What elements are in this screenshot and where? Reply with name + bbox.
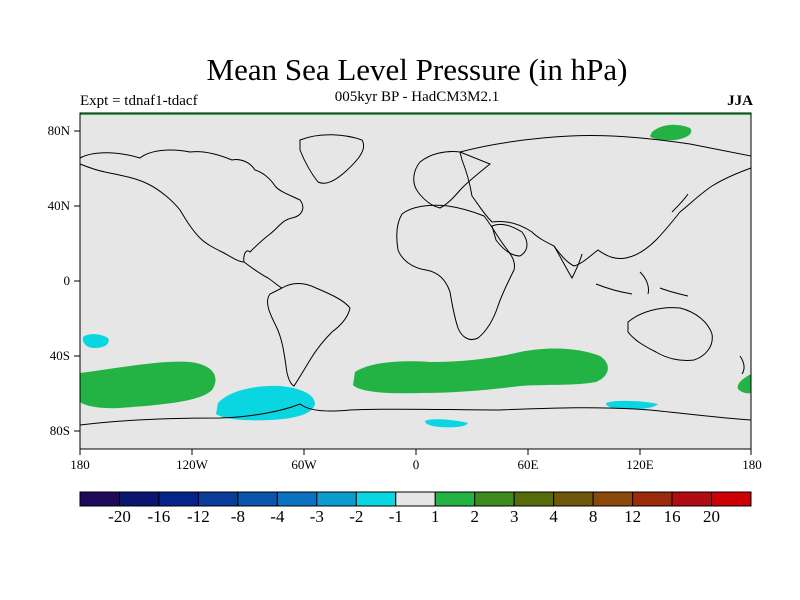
lat-label-80s: 80S (49, 423, 70, 438)
coastline-japan (671, 193, 689, 213)
colorbar-swatch (553, 491, 594, 507)
lat-label-80n: 80N (47, 123, 70, 138)
colorbar-swatch (513, 491, 555, 507)
colorbar-swatch (711, 491, 752, 507)
negative-anomaly-south-pacific-small (82, 334, 109, 348)
coastline-central-america (243, 261, 283, 289)
coastline-asia (459, 134, 752, 267)
coastlines (79, 134, 752, 426)
map-frame (74, 112, 752, 455)
positive-anomaly-south-pacific (80, 361, 216, 409)
colorbar-label: 16 (663, 507, 681, 526)
lon-label-180e: 180 (742, 457, 762, 472)
coastline-greenland (299, 134, 364, 184)
colorbar-label: -20 (108, 507, 131, 526)
colorbar-label: 2 (470, 507, 479, 526)
colorbar-label: 4 (549, 507, 558, 526)
colorbar-label: -8 (230, 507, 245, 526)
lat-label-40n: 40N (47, 198, 70, 213)
coastline-new-zealand (739, 355, 745, 375)
anomaly-regions (80, 113, 751, 428)
lon-label-60e: 60E (517, 457, 539, 472)
colorbar-label: 8 (588, 507, 598, 526)
positive-anomaly-arctic (650, 124, 692, 141)
map-subtitle: 005kyr BP - HadCM3M2.1 (334, 89, 500, 105)
colorbar-label: -1 (388, 507, 403, 526)
colorbar (79, 491, 752, 507)
coastline-north-america (79, 149, 304, 263)
colorbar-label: 12 (624, 507, 642, 526)
colorbar-swatch (474, 491, 515, 507)
colorbar-label: -4 (270, 507, 285, 526)
colorbar-swatch (671, 491, 713, 507)
map-title: Mean Sea Level Pressure (in hPa) (206, 52, 628, 87)
colorbar-swatch (632, 491, 673, 507)
colorbar-label: 1 (430, 507, 440, 526)
lon-label-120e: 120E (626, 457, 654, 472)
colorbar-label: -12 (187, 507, 210, 526)
coastline-india (553, 245, 583, 280)
coastline-south-america (267, 283, 351, 387)
coastline-indonesia (595, 271, 689, 297)
colorbar-swatch (118, 491, 160, 507)
season-label: JJA (727, 93, 753, 109)
colorbar-swatch (355, 491, 397, 507)
lat-label-40s: 40S (49, 348, 70, 363)
coastline-africa (396, 204, 515, 341)
lon-label-120w: 120W (176, 457, 208, 472)
colorbar-label: -3 (309, 507, 324, 526)
colorbar-swatch (158, 491, 199, 507)
experiment-label: Expt = tdnaf1-tdacf (80, 93, 198, 109)
negative-anomaly-drake (216, 385, 315, 421)
positive-anomaly-east-edge (737, 374, 751, 394)
lat-label-0: 0 (63, 273, 71, 288)
lon-label-60w: 60W (291, 457, 317, 472)
colorbar-swatch (276, 491, 318, 507)
coastline-arabia (491, 223, 528, 257)
coastline-antarctica (79, 403, 752, 426)
colorbar-label: 20 (703, 507, 720, 526)
colorbar-swatch (197, 491, 239, 507)
colorbar-label: -2 (349, 507, 364, 526)
lon-label-0: 0 (412, 457, 420, 472)
colorbar-swatch (237, 491, 278, 507)
negative-anomaly-south-indian (606, 400, 658, 410)
colorbar-label: -16 (147, 507, 171, 526)
positive-anomaly-southern-ocean (353, 348, 608, 394)
negative-anomaly-antarctic-patch (425, 419, 468, 428)
lon-label-180w: 180 (70, 457, 90, 472)
colorbar-swatch (395, 491, 436, 507)
colorbar-swatch (79, 491, 120, 507)
colorbar-label: 3 (509, 507, 519, 526)
coastline-australia (627, 307, 713, 361)
colorbar-swatch (434, 491, 476, 507)
colorbar-swatch (316, 491, 357, 507)
colorbar-swatch (592, 491, 634, 507)
